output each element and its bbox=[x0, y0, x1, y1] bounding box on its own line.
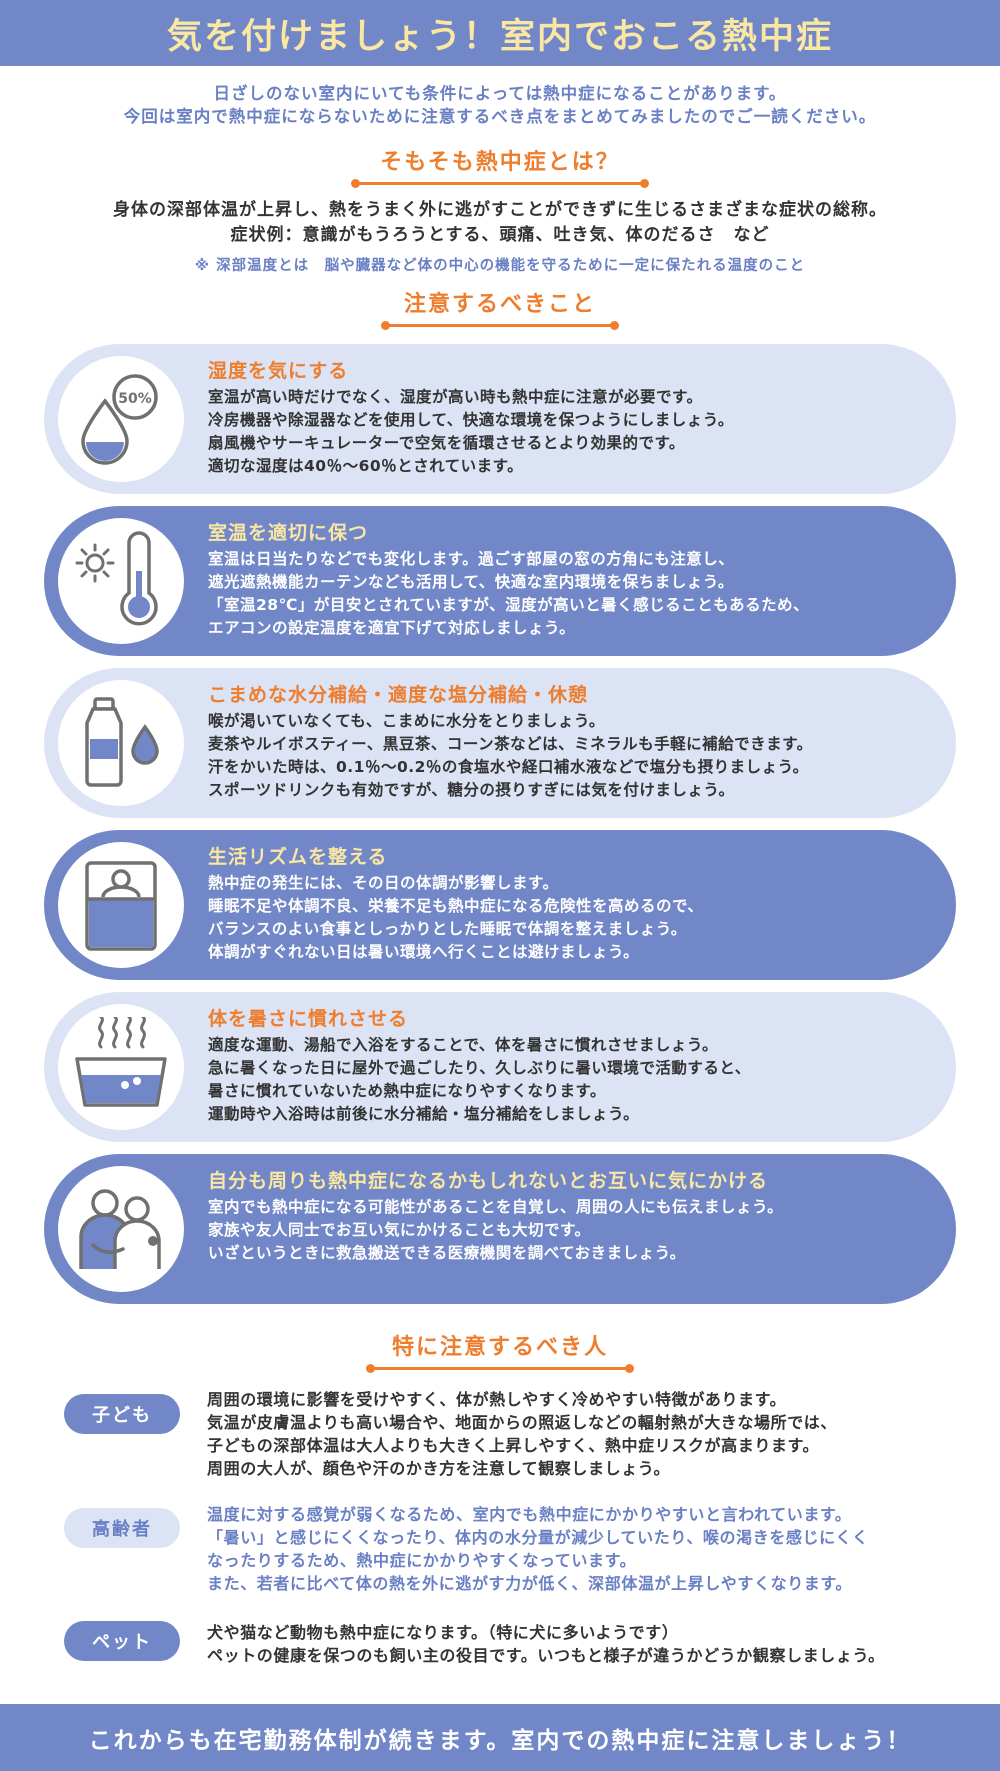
heading-underline bbox=[381, 321, 619, 330]
caution-line: 汗をかいた時は、0.1％～0.2％の食塩水や経口補水液などで塩分も摂りましょう。 bbox=[208, 758, 809, 776]
person-line: 子どもの深部体温は大人よりも大きく上昇しやすく、熱中症リスクが高まります。 bbox=[207, 1436, 820, 1455]
caution-line: 運動時や入浴時は前後に水分補給・塩分補給をしましょう。 bbox=[208, 1105, 640, 1123]
caution-line: 室温は日当たりなどでも変化します。過ごす部屋の窓の方角にも注意し、 bbox=[208, 550, 735, 568]
caution-card-heat-acclimation: 体を暑さに慣れさせる 適度な運動、湯船で入浴をすることで、体を暑さに慣れさせまし… bbox=[44, 992, 956, 1142]
caution-line: 体調がすぐれない日は暑い環境へ行くことは避けましょう。 bbox=[208, 943, 640, 961]
heading-underline bbox=[366, 1364, 634, 1373]
intro-line: 今回は室内で熱中症にならないために注意するべき点をまとめてみましたのでご一読くだ… bbox=[123, 107, 877, 126]
person-line: なったりするため、熱中症にかかりやすくなっています。 bbox=[207, 1551, 637, 1570]
person-text-pets: 犬や猫など動物も熱中症になります。（特に犬に多いようです） ペットの健康を保つの… bbox=[207, 1621, 987, 1667]
caution-card-mutual-care: 自分も周りも熱中症になるかもしれないとお互いに気にかける 室内でも熱中症になる可… bbox=[44, 1154, 956, 1304]
caution-icon-circle bbox=[58, 1166, 184, 1292]
caution-card-humidity: 50% 湿度を気にする 室温が高い時だけでなく、湿度が高い時も熱中症に注意が必要… bbox=[44, 344, 956, 494]
page-title: 気を付けましょう！室内でおこる熱中症 bbox=[166, 16, 833, 57]
caution-icon-circle bbox=[58, 842, 184, 968]
heading-underline bbox=[351, 179, 649, 188]
caution-line: 急に暑くなった日に屋外で過ごしたり、久しぶりに暑い環境で活動すると、 bbox=[208, 1059, 751, 1077]
person-label-children: 子ども bbox=[64, 1394, 180, 1434]
caution-line: 冷房機器や除湿器などを使用して、快適な環境を保つようにしましょう。 bbox=[208, 411, 734, 429]
caution-line: エアコンの設定温度を適宜下げて対応しましょう。 bbox=[208, 619, 576, 637]
caution-icon-circle bbox=[58, 680, 184, 806]
person-line: 「暑い」と感じにくくなったり、体内の水分量が減少していたり、喉の渇きを感じにくく bbox=[207, 1528, 869, 1547]
person-line: 犬や猫など動物も熱中症になります。（特に犬に多いようです） bbox=[207, 1623, 679, 1642]
caution-line: バランスのよい食事としっかりとした睡眠で体調を整えましょう。 bbox=[208, 920, 687, 938]
caution-title: 自分も周りも熱中症になるかもしれないとお互いに気にかける bbox=[208, 1170, 769, 1192]
person-line: 気温が皮膚温よりも高い場合や、地面からの照返しなどの輻射熱が大きな場所では、 bbox=[207, 1413, 838, 1432]
person-text-children: 周囲の環境に影響を受けやすく、体が熱しやすく冷めやすい特徴があります。 気温が皮… bbox=[207, 1388, 987, 1480]
caution-icon-circle bbox=[58, 1004, 184, 1130]
page-footer: これからも在宅勤務体制が続きます。室内での熱中症に注意しましょう！ bbox=[0, 1704, 1000, 1771]
definition-symptoms: 症状例：意識がもうろうとする、頭痛、吐き気、体のだるさ など bbox=[230, 225, 770, 245]
caution-line: 遮光遮熱機能カーテンなども活用して、快適な室内環境を保ちましょう。 bbox=[208, 573, 734, 591]
cautions-title: 注意するべきこと bbox=[403, 292, 596, 317]
caution-line: 室温が高い時だけでなく、湿度が高い時も熱中症に注意が必要です。 bbox=[208, 388, 703, 406]
caution-line: 室内でも熱中症になる可能性があることを自覚し、周囲の人にも伝えましょう。 bbox=[208, 1198, 784, 1216]
caution-title: 湿度を気にする bbox=[208, 360, 349, 382]
caution-icon-circle: 50% bbox=[58, 356, 184, 482]
caution-line: 扇風機やサーキュレーターで空気を循環させるとより効果的です。 bbox=[208, 434, 685, 452]
intro-line: 日ざしのない室内にいても条件によっては熱中症になることがあります。 bbox=[213, 84, 787, 103]
caution-title: こまめな水分補給・適度な塩分補給・休憩 bbox=[208, 684, 589, 706]
caution-line: 家族や友人同士でお互い気にかけることも大切です。 bbox=[208, 1221, 591, 1239]
people-heading: 特に注意するべき人 bbox=[0, 1333, 1000, 1373]
definition-note: ※ 深部温度とは 脳や臓器など体の中心の機能を守るために一定に保たれる温度のこと bbox=[194, 258, 806, 274]
person-text-elderly: 温度に対する感覚が弱くなるため、室内でも熱中症にかかりやすいと言われています。 … bbox=[207, 1503, 987, 1595]
person-line: また、若者に比べて体の熱を外に逃がす力が低く、深部体温が上昇しやすくなります。 bbox=[207, 1574, 853, 1593]
definition-heading: そもそも熱中症とは？ bbox=[0, 148, 1000, 188]
intro-text: 日ざしのない室内にいても条件によっては熱中症になることがあります。 今回は室内で… bbox=[0, 82, 1000, 128]
sun-thermometer-icon bbox=[75, 531, 158, 626]
caution-line: 喉が渇いていなくても、こまめに水分をとりましょう。 bbox=[208, 712, 605, 730]
people-care-icon bbox=[79, 1189, 161, 1269]
person-label-pets: ペット bbox=[64, 1621, 180, 1661]
person-line: 温度に対する感覚が弱くなるため、室内でも熱中症にかかりやすいと言われています。 bbox=[207, 1505, 852, 1524]
humidity-value: 50% bbox=[118, 391, 152, 407]
caution-line: 「室温28℃」が目安とされていますが、湿度が高いと暑く感じることもあるため、 bbox=[208, 596, 810, 614]
caution-line: 睡眠不足や体調不良、栄養不足も熱中症になる危険性を高めるので、 bbox=[208, 897, 704, 915]
caution-icon-circle bbox=[58, 518, 184, 644]
water-bottle-icon bbox=[85, 697, 159, 787]
caution-card-rhythm: 生活リズムを整える 熱中症の発生には、その日の体調が影響します。 睡眠不足や体調… bbox=[44, 830, 956, 980]
person-line: 周囲の大人が、顔色や汗のかき方を注意して観察しましょう。 bbox=[207, 1459, 671, 1478]
page-header: 気を付けましょう！室内でおこる熱中症 bbox=[0, 0, 1000, 66]
caution-title: 体を暑さに慣れさせる bbox=[208, 1008, 409, 1030]
person-line: 周囲の環境に影響を受けやすく、体が熱しやすく冷めやすい特徴があります。 bbox=[207, 1390, 787, 1409]
caution-line: いざというときに救急搬送できる医療機関を調べておきましょう。 bbox=[208, 1244, 686, 1262]
caution-line: 暑さに慣れていないため熱中症になりやすくなります。 bbox=[208, 1082, 606, 1100]
caution-line: スポーツドリンクも有効ですが、糖分の摂りすぎには気を付けましょう。 bbox=[208, 781, 735, 799]
caution-line: 熱中症の発生には、その日の体調が影響します。 bbox=[208, 874, 559, 892]
people-title: 特に注意するべき人 bbox=[391, 1335, 608, 1360]
person-label-elderly: 高齢者 bbox=[64, 1508, 180, 1548]
person-line: ペットの健康を保つのも飼い主の役目です。いつもと様子が違うかどうか観察しましょう… bbox=[207, 1646, 885, 1665]
bath-tub-icon bbox=[75, 1017, 167, 1107]
caution-card-hydration: こまめな水分補給・適度な塩分補給・休憩 喉が渇いていなくても、こまめに水分をとり… bbox=[44, 668, 956, 818]
footer-message: これからも在宅勤務体制が続きます。室内での熱中症に注意しましょう！ bbox=[88, 1727, 912, 1754]
caution-line: 麦茶やルイボスティー、黒豆茶、コーン茶などは、ミネラルも手軽に補給できます。 bbox=[208, 735, 813, 753]
caution-title: 室温を適切に保つ bbox=[208, 522, 369, 544]
definition-title: そもそも熱中症とは？ bbox=[380, 150, 620, 175]
bed-sleep-icon bbox=[85, 861, 157, 951]
caution-card-room-temp: 室温を適切に保つ 室温は日当たりなどでも変化します。過ごす部屋の窓の方角にも注意… bbox=[44, 506, 956, 656]
definition-text: 身体の深部体温が上昇し、熱をうまく外に逃がすことができずに生じるさまざまな症状の… bbox=[113, 200, 887, 220]
water-drop-humidity-icon: 50% bbox=[81, 374, 158, 465]
caution-title: 生活リズムを整える bbox=[208, 846, 388, 868]
cautions-heading: 注意するべきこと bbox=[0, 290, 1000, 330]
caution-line: 適度な運動、湯船で入浴をすることで、体を暑さに慣れさせましょう。 bbox=[208, 1036, 718, 1054]
definition-block: 身体の深部体温が上昇し、熱をうまく外に逃がすことができずに生じるさまざまな症状の… bbox=[0, 198, 1000, 275]
caution-line: 適切な湿度は40％～60％とされています。 bbox=[208, 457, 524, 475]
